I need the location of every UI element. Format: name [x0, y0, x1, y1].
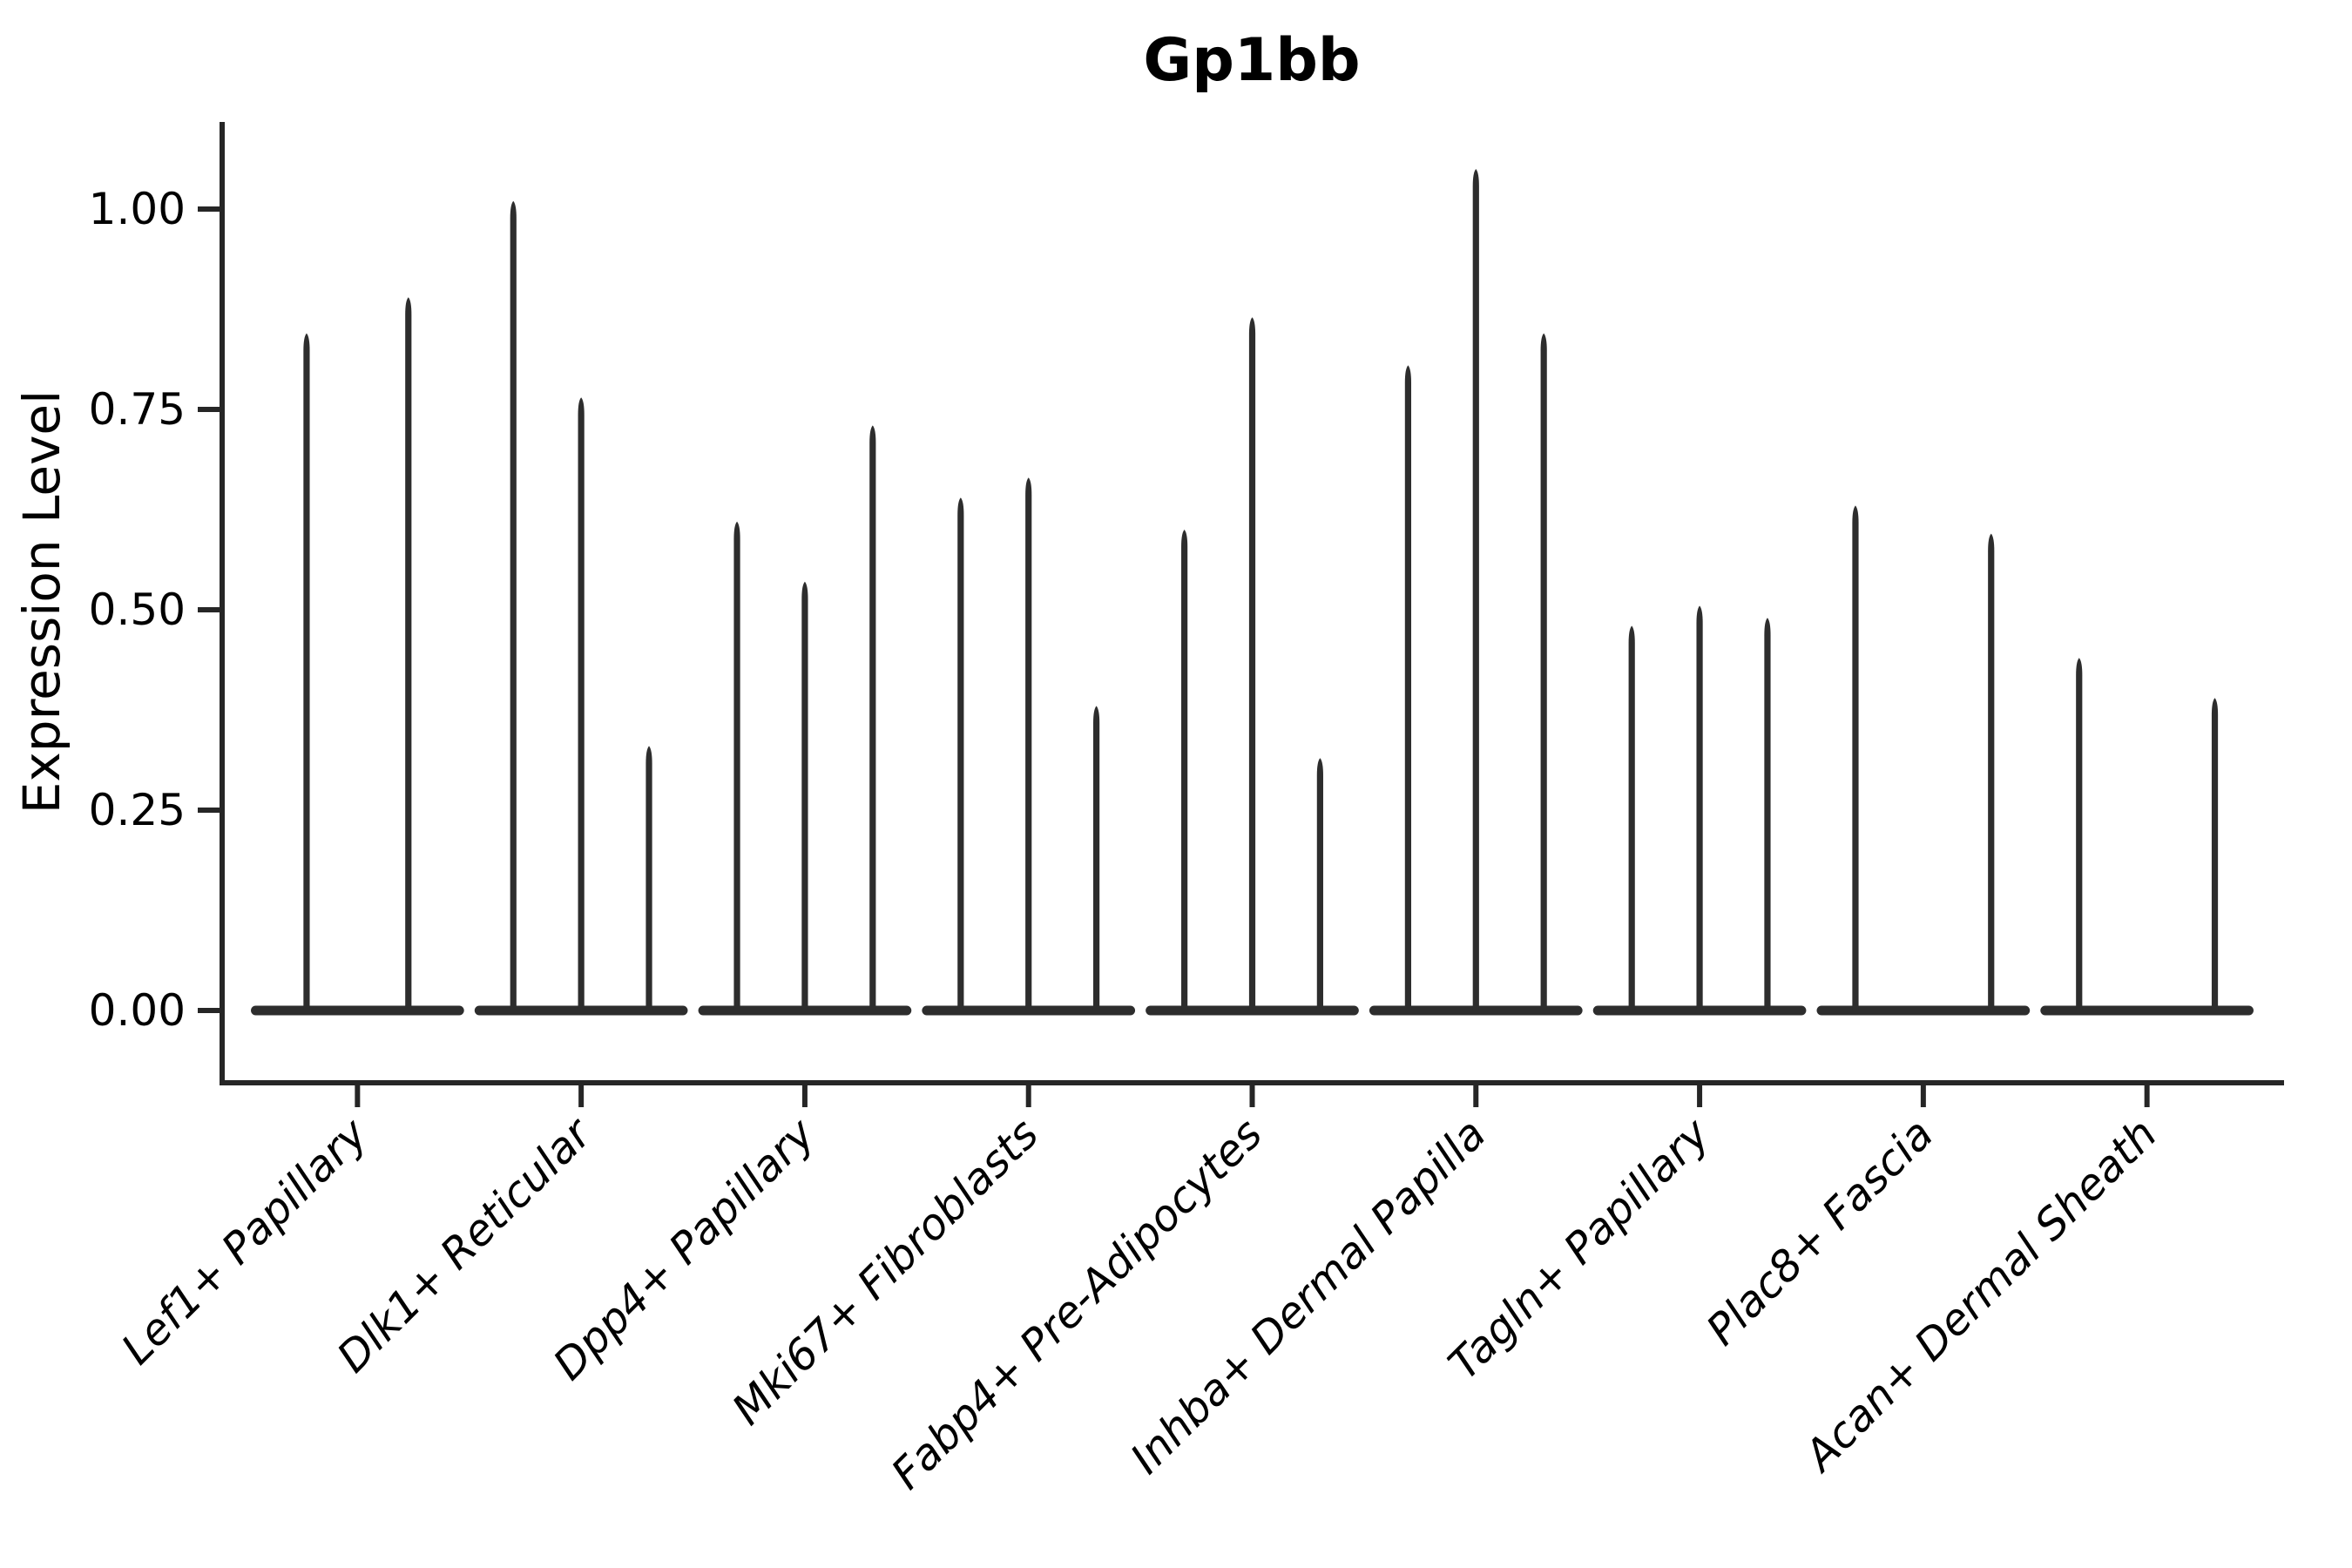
- y-tick-label: 0.00: [89, 985, 186, 1036]
- violin-spike: [578, 397, 585, 1010]
- chart-title: Gp1bb: [1143, 26, 1360, 95]
- y-tick-label: 0.75: [89, 384, 186, 435]
- violin-group: [474, 200, 688, 1016]
- violin-spike: [1092, 706, 1100, 1010]
- violin-spike: [1025, 477, 1032, 1010]
- violin-spike: [1181, 530, 1188, 1010]
- violin-group: [1816, 505, 2031, 1016]
- violin-spike: [1628, 625, 1635, 1010]
- violin-spike: [1248, 317, 1256, 1010]
- violin-spike: [1852, 505, 1859, 1010]
- violin-group: [251, 297, 464, 1016]
- violin-spike: [510, 200, 517, 1011]
- x-tick-label: Plac8+ Fascia: [1697, 1109, 1943, 1355]
- violin-group: [1369, 169, 1583, 1016]
- violin-group: [698, 425, 912, 1016]
- y-tick-label: 1.00: [89, 184, 186, 234]
- y-axis-label: Expression Level: [12, 390, 71, 814]
- violin-spike: [1696, 605, 1703, 1010]
- violin-spike: [645, 746, 652, 1010]
- violin-group: [1592, 605, 1807, 1016]
- violin-spike: [1988, 533, 1995, 1010]
- x-tick-label: Inhba+ Dermal Papilla: [1121, 1109, 1496, 1484]
- violin-spike: [1540, 333, 1547, 1011]
- x-tick-label: Acan+ Dermal Sheath: [1794, 1109, 2166, 1482]
- violin-spike: [869, 425, 876, 1010]
- violin-spike: [1764, 618, 1771, 1010]
- violin-spike: [1472, 169, 1479, 1010]
- violin-spike: [801, 581, 808, 1010]
- y-tick-label: 0.25: [89, 785, 186, 835]
- violin-spike: [1404, 365, 1412, 1010]
- violin-spike: [2076, 658, 2083, 1010]
- y-axis: 0.00 0.25 0.50 0.75 1.00: [89, 184, 222, 1036]
- x-tick-label: Lef1+ Papillary: [112, 1108, 378, 1374]
- violin-spike: [957, 497, 964, 1010]
- violin-group: [2040, 658, 2254, 1016]
- violin-spike: [733, 521, 740, 1010]
- violins-layer: [251, 169, 2254, 1016]
- violin-group: [1146, 317, 1359, 1016]
- y-tick-label: 0.50: [89, 585, 186, 635]
- violin-spike: [2211, 698, 2219, 1010]
- violin-group: [922, 477, 1136, 1016]
- x-tick-label: Fabp4+ Pre-Adipocytes: [882, 1109, 1272, 1499]
- violin-spike: [405, 297, 412, 1010]
- violin-spike: [1316, 758, 1323, 1010]
- violin-spike: [303, 333, 310, 1011]
